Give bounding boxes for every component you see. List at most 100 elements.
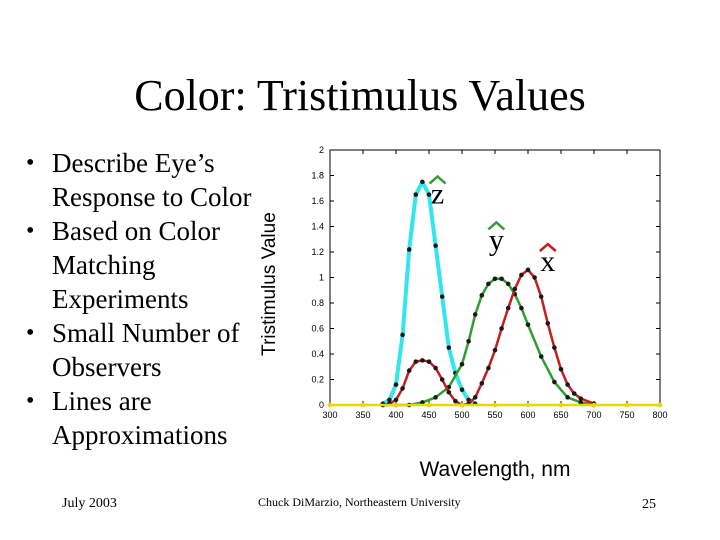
x-tick-label: 300 — [322, 410, 337, 420]
data-point-x — [565, 382, 570, 387]
data-point-x — [512, 286, 518, 292]
y-tick-label: 0.6 — [311, 324, 324, 334]
data-point-x — [393, 397, 399, 403]
data-point-x — [486, 365, 491, 371]
bullet-list: Describe Eye’s Response to Color Based o… — [22, 146, 262, 452]
curve-label-x: x — [540, 245, 555, 278]
data-point-x — [578, 396, 584, 401]
data-point-z — [433, 243, 438, 248]
data-point-x-approximation — [525, 402, 531, 408]
data-point-x-approximation — [591, 402, 597, 408]
data-point-x-approximation — [426, 402, 432, 408]
curve-label-hat — [428, 174, 447, 185]
data-point-x — [433, 365, 438, 371]
data-point-x-approximation — [558, 402, 564, 408]
y-tick-label: 0.4 — [311, 349, 324, 359]
data-point-x-approximation — [492, 402, 498, 408]
data-point-x-approximation — [459, 402, 465, 408]
data-point-y — [499, 276, 504, 282]
data-point-x — [545, 321, 551, 326]
bullet-item: Describe Eye’s Response to Color — [22, 146, 262, 214]
data-point-x — [492, 347, 498, 353]
data-point-x — [413, 359, 419, 364]
slide-title: Color: Tristimulus Values — [134, 71, 586, 120]
y-tick-label: 0.2 — [311, 375, 324, 385]
data-point-y — [538, 354, 544, 359]
data-point-x-approximation — [624, 402, 630, 408]
series-line-y — [382, 277, 595, 407]
data-point-y — [486, 281, 491, 287]
x-tick-label: 650 — [553, 410, 568, 420]
data-point-y — [459, 361, 465, 367]
data-point-y — [578, 400, 584, 405]
data-point-z — [439, 294, 445, 299]
data-point-x — [400, 386, 405, 391]
data-point-y — [433, 395, 438, 400]
curve-label-hat — [538, 242, 557, 253]
x-tick-label: 700 — [586, 410, 601, 420]
data-point-x — [472, 395, 478, 400]
curve-label-z: z — [431, 178, 444, 211]
data-point-x — [571, 391, 577, 396]
data-point-x — [538, 294, 544, 299]
bullet-item: Based on Color Matching Experiments — [22, 214, 262, 316]
data-point-y — [472, 312, 478, 317]
data-point-z — [387, 397, 392, 403]
data-point-x — [420, 358, 425, 363]
data-point-x — [479, 381, 485, 386]
bullet-item: Small Number of Observers — [22, 316, 262, 384]
data-point-y — [552, 379, 557, 385]
data-point-x-approximation — [393, 402, 399, 408]
y-tick-label: 1 — [319, 273, 324, 283]
data-point-x — [439, 377, 445, 382]
data-point-x — [532, 275, 537, 280]
data-point-z — [413, 192, 419, 197]
data-point-z — [406, 247, 412, 252]
y-tick-label: 1.4 — [311, 222, 324, 232]
data-point-y — [525, 322, 531, 327]
x-tick-label: 750 — [619, 410, 634, 420]
y-tick-label: 1.6 — [311, 196, 324, 206]
footer-credit: Chuck DiMarzio, Northeastern University — [258, 495, 461, 509]
data-point-x — [499, 326, 504, 331]
data-point-x — [505, 305, 511, 311]
data-point-x — [552, 345, 557, 350]
data-point-y — [420, 400, 425, 405]
data-point-z — [459, 387, 465, 393]
data-point-x — [558, 367, 564, 372]
data-point-y — [505, 281, 511, 287]
bullet-item: Lines are Approximations — [22, 384, 262, 452]
x-tick-label: 600 — [520, 410, 535, 420]
x-tick-label: 400 — [388, 410, 403, 420]
data-point-y — [466, 338, 471, 344]
data-point-z — [420, 179, 425, 185]
data-point-x — [446, 389, 452, 395]
data-point-x — [453, 398, 458, 404]
data-point-z — [400, 332, 405, 338]
page-number: 25 — [642, 497, 656, 512]
data-point-z — [393, 382, 399, 387]
data-point-x-approximation — [327, 402, 333, 408]
curve-label-y: y — [489, 223, 504, 256]
y-tick-label: 2 — [319, 145, 324, 155]
data-point-x — [426, 359, 432, 364]
x-tick-label: 550 — [487, 410, 502, 420]
data-point-z — [446, 345, 452, 350]
x-tick-label: 800 — [652, 410, 667, 420]
data-point-x-approximation — [657, 402, 663, 408]
y-tick-label: 0.8 — [311, 298, 324, 308]
data-point-y — [519, 305, 524, 311]
x-tick-label: 500 — [454, 410, 469, 420]
x-tick-label: 450 — [421, 410, 436, 420]
footer-date: July 2003 — [62, 496, 117, 511]
data-point-x — [525, 267, 531, 273]
y-tick-label: 1.8 — [311, 171, 324, 181]
data-point-z — [426, 192, 432, 197]
data-point-x-approximation — [360, 402, 366, 408]
y-tick-label: 1.2 — [311, 247, 324, 257]
curve-label-hat — [487, 220, 506, 231]
x-tick-label: 350 — [355, 410, 370, 420]
data-point-y — [565, 395, 570, 400]
data-point-x — [406, 368, 412, 373]
